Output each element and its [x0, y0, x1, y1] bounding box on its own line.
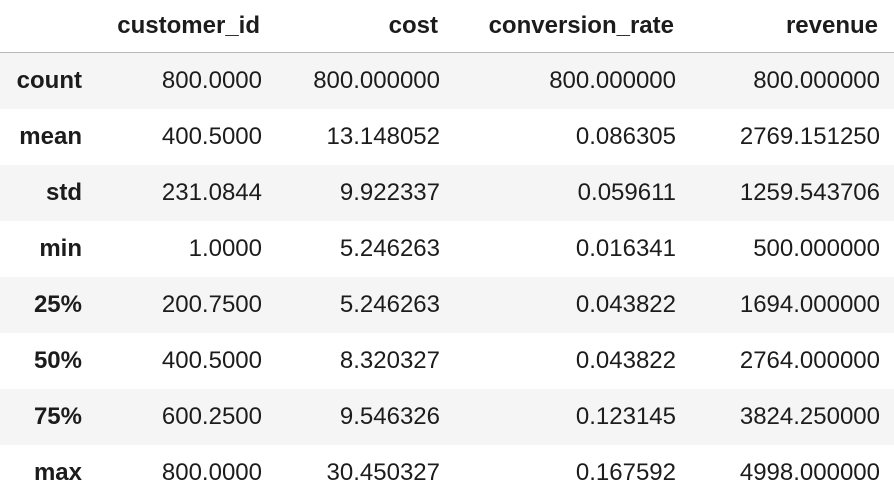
table-cell: 1259.543706 [690, 165, 894, 221]
table-cell: 0.167592 [575, 459, 676, 486]
table-cell: 9.922337 [276, 165, 454, 221]
table-cell: 0.059611 [454, 165, 690, 221]
table-cell: 800.0000 [92, 52, 276, 109]
table-cell: 0.043822 [575, 347, 676, 374]
table-cell: 1694.000000 [690, 277, 894, 333]
table-cell: 1.0000 [188, 235, 262, 262]
table-cell: 0.043822 [454, 277, 690, 333]
row-label: 25% [0, 277, 92, 333]
table-cell: 200.7500 [92, 277, 276, 333]
table-cell: 5.246263 [276, 277, 454, 333]
table-cell: 0.123145 [454, 389, 690, 445]
column-header-revenue: revenue [690, 0, 894, 53]
row-label: max [33, 459, 82, 486]
table-cell: 8.320327 [339, 347, 440, 374]
table-cell: 2769.151250 [739, 123, 880, 150]
table-cell: 4998.000000 [739, 459, 880, 486]
table-cell: 500.000000 [753, 235, 880, 262]
table-cell: 13.148052 [326, 123, 440, 150]
table-row: max 800.0000 30.450327 0.167592 4998.000… [0, 445, 894, 501]
table-row: 25% 200.7500 5.246263 0.043822 1694.0000… [0, 277, 894, 333]
column-header-index [0, 0, 92, 53]
table-row: mean 400.5000 13.148052 0.086305 2769.15… [0, 109, 894, 165]
row-label: std [0, 165, 92, 221]
table-cell: 30.450327 [326, 459, 440, 486]
table-cell: 800.000000 [454, 52, 690, 109]
table-cell: 0.086305 [575, 123, 676, 150]
table-cell: 231.0844 [92, 165, 276, 221]
row-label: mean [19, 123, 82, 150]
header-row: customer_id cost conversion_rate revenue [0, 0, 894, 53]
table-header: customer_id cost conversion_rate revenue [0, 0, 894, 53]
column-header-cost: cost [276, 0, 454, 53]
table-cell: 5.246263 [339, 235, 440, 262]
table-row: 50% 400.5000 8.320327 0.043822 2764.0000… [0, 333, 894, 389]
table-cell: 600.2500 [92, 389, 276, 445]
row-label: 50% [33, 347, 82, 374]
table-cell: 9.546326 [276, 389, 454, 445]
table-cell: 800.000000 [690, 52, 894, 109]
row-label: count [0, 52, 92, 109]
table-row: std 231.0844 9.922337 0.059611 1259.5437… [0, 165, 894, 221]
table-cell: 2764.000000 [739, 347, 880, 374]
table-row: min 1.0000 5.246263 0.016341 500.000000 [0, 221, 894, 277]
table-body: count 800.0000 800.000000 800.000000 800… [0, 52, 894, 502]
row-label: 75% [0, 389, 92, 445]
table-row: count 800.0000 800.000000 800.000000 800… [0, 52, 894, 109]
table-cell: 800.000000 [276, 52, 454, 109]
column-header-customer-id: customer_id [92, 0, 276, 53]
table-cell: 0.016341 [575, 235, 676, 262]
row-label: min [39, 235, 82, 262]
table-cell: 400.5000 [161, 123, 262, 150]
table-cell: 400.5000 [161, 347, 262, 374]
column-header-conversion-rate: conversion_rate [454, 0, 690, 53]
table-cell: 800.0000 [161, 459, 262, 486]
table-row: 75% 600.2500 9.546326 0.123145 3824.2500… [0, 389, 894, 445]
table-cell: 3824.250000 [690, 389, 894, 445]
